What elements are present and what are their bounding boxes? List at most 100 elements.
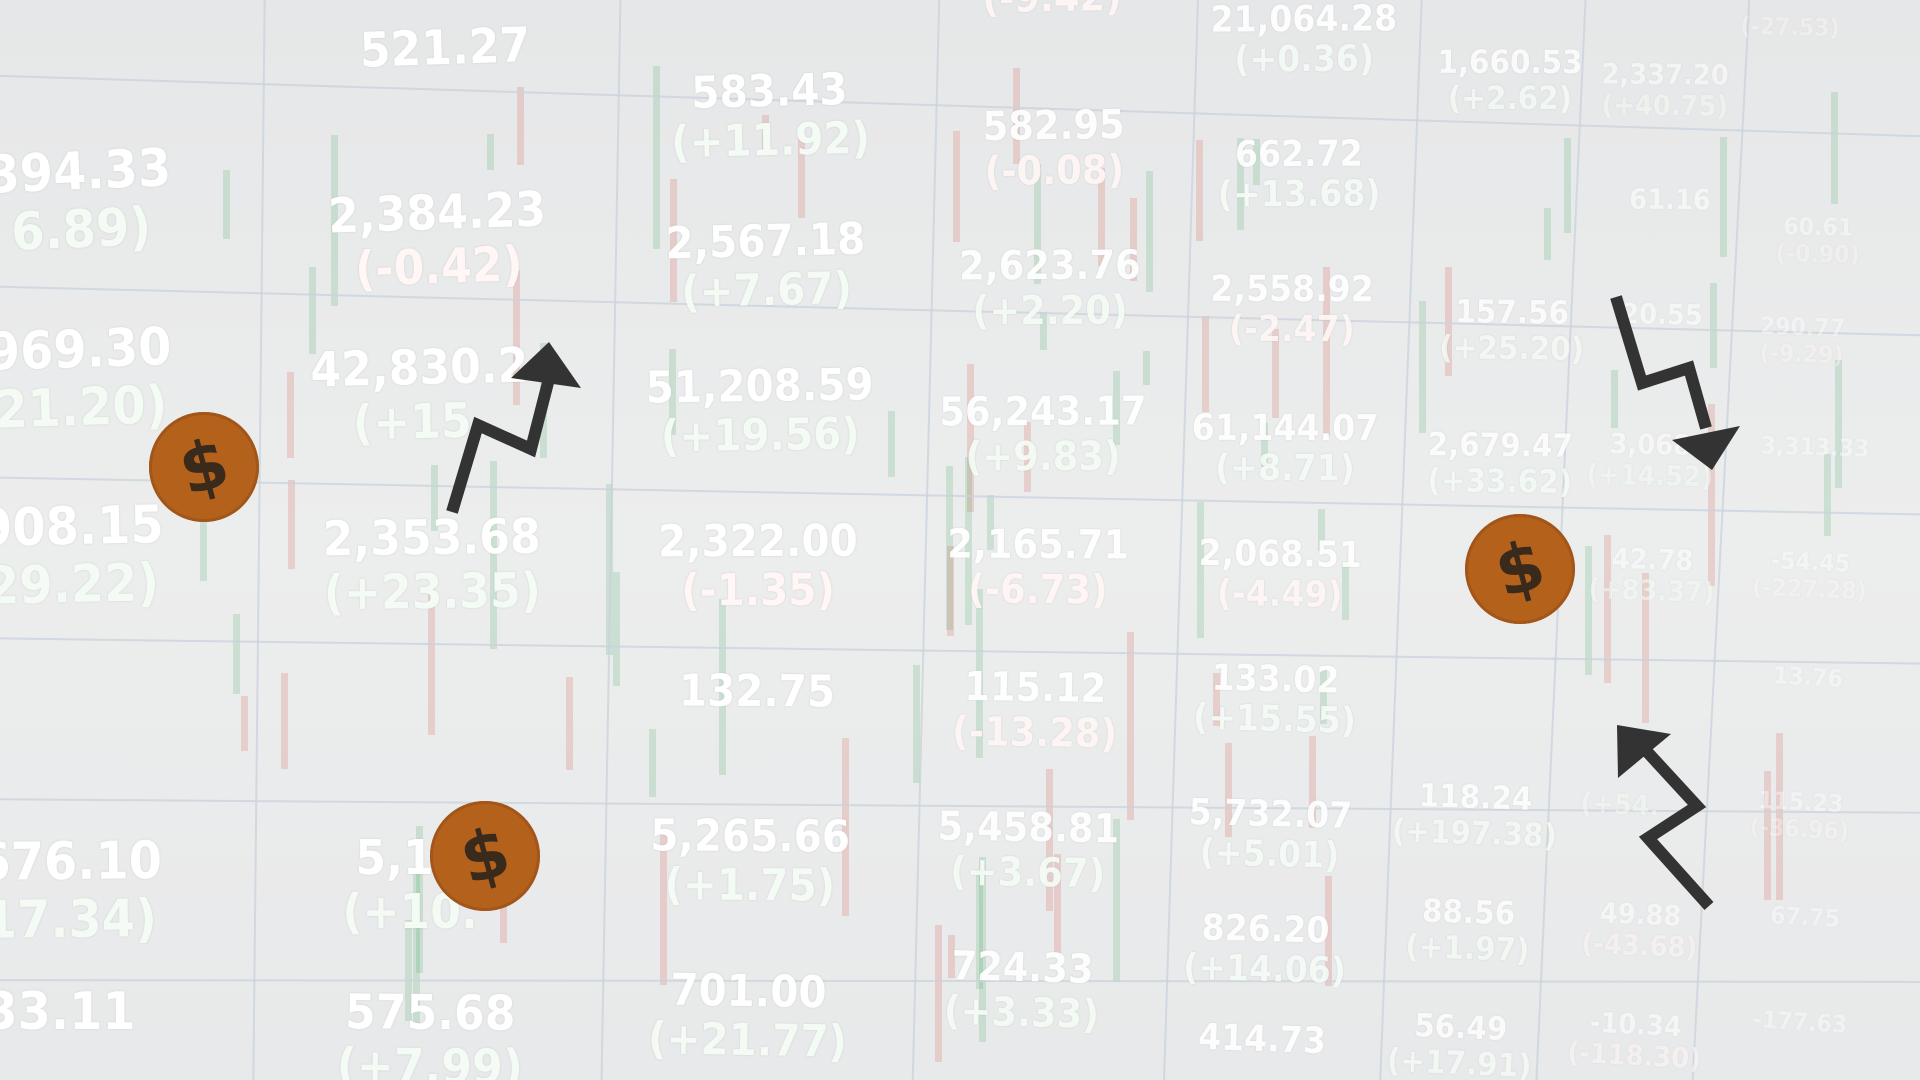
candle-bar — [431, 465, 439, 532]
candle-bar — [1271, 328, 1279, 419]
candle-bar — [1308, 735, 1316, 829]
candle-bar — [1129, 198, 1137, 282]
trend-up-arrow-icon — [1617, 725, 1714, 911]
candle-bar — [565, 677, 573, 771]
candle-bar — [331, 134, 339, 306]
candle-bar — [669, 178, 677, 303]
candle-bar — [1317, 508, 1325, 551]
candle-bar — [1823, 454, 1831, 537]
candle-bar — [1543, 208, 1551, 260]
candle-bar — [948, 935, 956, 978]
candle-bar — [1202, 315, 1209, 412]
candle-bar — [1710, 283, 1718, 369]
trend-down-arrow-icon — [1610, 295, 1740, 470]
candle-bar — [405, 920, 413, 1022]
dollar-sign-icon: $ — [171, 423, 237, 512]
candle-bar — [1253, 139, 1261, 186]
candle-bar — [1831, 91, 1839, 204]
candle-bar — [888, 411, 896, 477]
candle-bar — [499, 905, 507, 944]
candle-bar — [1325, 875, 1333, 986]
candle-bar — [1126, 631, 1134, 821]
dollar-coin-icon: $ — [1465, 514, 1575, 624]
candle-bar — [1564, 137, 1572, 234]
candle-bar — [964, 457, 972, 626]
candle-bar — [1225, 743, 1233, 838]
candle-bar — [1196, 502, 1204, 638]
candle-bar — [719, 599, 727, 775]
candle-bar — [653, 66, 661, 250]
dollar-sign-icon: $ — [1487, 525, 1553, 614]
candle-bar — [979, 857, 987, 1043]
candle-bar — [1611, 369, 1619, 429]
candle-bar — [1775, 732, 1783, 901]
candle-bar — [1113, 818, 1121, 982]
candle-bar — [1045, 768, 1053, 911]
candle-bar — [1097, 168, 1105, 266]
candle-bar — [1212, 673, 1220, 727]
candle-bar — [512, 269, 520, 405]
candle-bar — [412, 866, 420, 1024]
candle-bar — [947, 545, 955, 637]
candle-bar — [1195, 140, 1203, 242]
candle-bar — [241, 696, 249, 752]
candle-bar — [489, 461, 497, 649]
candle-bar — [416, 825, 424, 973]
candle-bar — [1053, 854, 1061, 956]
candle-bar — [200, 472, 208, 581]
candle-bar — [1834, 360, 1842, 488]
dollar-coin-icon: $ — [430, 801, 540, 911]
candle-bar — [953, 130, 961, 242]
candle-bar — [975, 588, 983, 759]
candle-bar — [842, 738, 850, 917]
candle-bar — [1112, 370, 1120, 446]
candle-bar — [648, 728, 656, 797]
ticker-value: 33.11 — [0, 981, 136, 1042]
candle-bar — [1604, 534, 1612, 684]
candle-bar — [1584, 546, 1592, 675]
candle-bar — [286, 372, 294, 459]
candle-bar — [1642, 573, 1650, 724]
candle-bar — [1024, 421, 1032, 492]
candle-bar — [946, 465, 954, 630]
candle-bar — [1342, 564, 1350, 620]
trend-up-arrow-icon — [446, 342, 581, 514]
candle-bar — [797, 131, 805, 218]
candle-bar — [1145, 171, 1153, 293]
candle-bar — [427, 589, 435, 736]
candle-bar — [1764, 771, 1772, 901]
candle-bar — [669, 348, 677, 436]
candle-bar — [986, 494, 994, 550]
candle-bar — [1707, 404, 1715, 586]
candle-bar — [1237, 138, 1245, 230]
candle-bar — [1418, 301, 1426, 434]
candle-bar — [1445, 266, 1453, 376]
candle-bar — [1322, 266, 1330, 436]
candle-bar — [1033, 163, 1041, 284]
candle-bar — [912, 664, 920, 783]
candle-bar — [287, 480, 295, 570]
candle-bar — [222, 169, 230, 240]
ticker-cell: 33.11 — [0, 983, 244, 1041]
candle-bar — [967, 364, 975, 513]
candle-bar — [1260, 423, 1268, 467]
candle-bar — [486, 133, 494, 170]
candle-bar — [975, 870, 983, 989]
candle-bar — [612, 572, 620, 686]
candle-bar — [1142, 351, 1150, 386]
candle-bar — [935, 924, 943, 1063]
candle-bar — [1012, 67, 1020, 164]
candle-bar — [308, 267, 316, 355]
candle-bar — [1720, 136, 1728, 258]
candle-bar — [516, 86, 524, 166]
candle-bar — [659, 832, 667, 986]
candle-bar — [1039, 311, 1047, 350]
candle-bar — [1320, 669, 1328, 724]
dollar-sign-icon: $ — [452, 812, 518, 901]
candle-bar — [281, 672, 288, 769]
candle-bar — [762, 114, 769, 149]
dollar-coin-icon: $ — [149, 412, 259, 522]
candle-bar — [232, 613, 240, 694]
